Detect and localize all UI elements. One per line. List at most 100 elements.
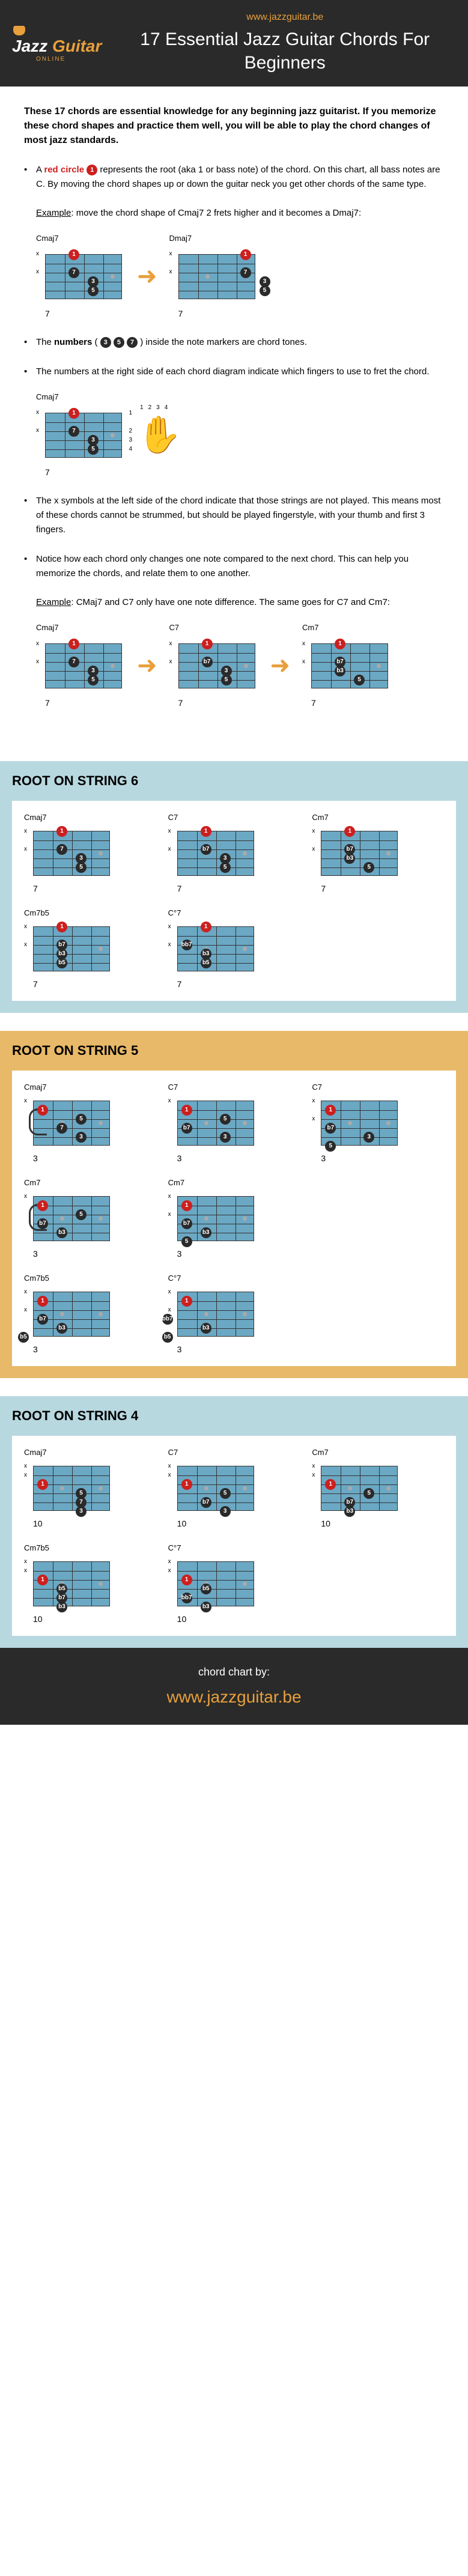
fret-number: 3 [33,1153,156,1163]
chord-diagram: xx1b7b357 [302,639,391,709]
note-marker: 5 [88,285,99,296]
chord-diagram: xx17357 [36,250,125,320]
note-marker: b7 [37,1314,48,1325]
chord-cmaj7-fingers: Cmaj7xx173512347 [36,391,125,479]
note-marker: b3 [344,1506,355,1517]
chord-name: Cm7 [312,813,444,822]
bullet-4: The x symbols at the left side of the ch… [24,494,444,537]
header-text: www.jazzguitar.be 17 Essential Jazz Guit… [114,12,456,74]
fret-number: 10 [33,1519,156,1528]
arrow-icon: ➜ [137,646,157,685]
note-marker: 1 [202,639,213,649]
fret-number: 10 [33,1614,156,1624]
note-marker: 3 [76,1132,87,1143]
chord-name: Cm7b5 [24,908,156,917]
fret-number: 10 [321,1519,444,1528]
chord-block: Cmaj7xx157310 [24,1448,156,1528]
note-marker: b3 [56,1323,67,1334]
fret-number: 3 [33,1249,156,1259]
chord-diagram: xx1b5bb7b310 [168,1557,300,1624]
chord-diagram: x15b733 [168,1096,300,1163]
section-root-6: ROOT ON STRING 6 Cmaj7xx17357C7xx1b7357C… [0,761,468,1013]
chord-diagram: xx1b7b3b53 [24,1287,156,1354]
note-marker: 1 [37,1296,48,1307]
footer-label: chord chart by: [18,1666,450,1678]
chord-name: Cm7 [168,1178,300,1187]
chord-block: Cm7b5xx1b7b3b57 [24,908,156,989]
note-marker: 5 [325,1141,336,1152]
chord-name: C°7 [168,1543,300,1552]
fret-number: 3 [33,1344,156,1354]
note-marker: 5 [363,862,374,873]
note-marker: b5 [201,958,211,968]
chord-name: C7 [168,1083,300,1092]
header-title: 17 Essential Jazz Guitar Chords For Begi… [114,28,456,74]
note-marker: b7 [202,657,213,667]
note-marker: 5 [220,1114,231,1125]
num-circle-icon: 3 [100,337,111,348]
note-marker: b5 [162,1332,173,1343]
content: These 17 chords are essential knowledge … [0,87,468,743]
note-marker: 5 [76,862,87,873]
bullet-1: A red circle 1 represents the root (aka … [24,163,444,320]
note-marker: b3 [344,853,355,864]
chord-name: Cm7 [302,622,391,634]
fret-number: 7 [177,979,300,989]
chord-diagram: xx1b7b353 [168,1192,300,1259]
chord-block: Cm7b5xx1b5b7b310 [24,1543,156,1624]
chord-name: C7 [168,813,300,822]
chord-grid-2: Cmaj7x15733C7x15b733C7xx1b7353Cm7x15b7b3… [24,1083,444,1354]
fret-number: 7 [45,466,125,479]
note-marker: 1 [240,249,251,260]
example-row-3: Cmaj7xx17357 ➜ C7xx1b7357 ➜ Cm7xx1b7b357 [36,622,444,709]
fret-number: 10 [177,1519,300,1528]
chord-block: C7 xx1b7353 [312,1083,444,1163]
note-marker: 7 [68,267,79,278]
chord-block: Cmaj7xx17357 [24,813,156,893]
fret-number: 7 [177,884,300,893]
note-marker: 1 [37,1575,48,1585]
intro-text: These 17 chords are essential knowledge … [24,105,444,148]
chord-name: C°7 [168,1274,300,1283]
chord-name: C7 [312,1083,444,1092]
section-title: ROOT ON STRING 5 [12,1043,456,1059]
note-marker: 3 [76,1506,87,1517]
chord-block: C°7xx1bb7b3b53 [168,1274,300,1354]
note-marker: b3 [56,1227,67,1238]
section-title: ROOT ON STRING 4 [12,1408,456,1424]
note-marker: 5 [76,1114,87,1125]
chord-diagram: xx15b7310 [168,1462,300,1528]
chord-block: C7 x15b733 [168,1083,300,1163]
note-marker: 1 [181,1200,192,1211]
chord-diagram: xx17357 [169,250,258,320]
note-marker: 5 [363,1488,374,1499]
fret-number: 7 [178,696,258,709]
chord-cmaj7: Cmaj7xx17357 [36,232,125,320]
fret-number: 7 [311,696,391,709]
chord-diagram: x15733 [24,1096,156,1163]
note-marker: 1 [37,1200,48,1211]
chord-block: C°7xx1bb7b3b57 [168,908,300,989]
note-marker: 5 [220,862,231,873]
note-marker: b7 [201,844,211,855]
logo-online: ONLINE [36,56,65,62]
logo-guitar: Guitar [52,37,102,55]
example-row-2: Cmaj7xx173512347 1234 ✋ [36,391,444,479]
note-marker: b3 [201,1227,211,1238]
note-marker: b3 [201,1323,211,1334]
chord-block: Cmaj7x15733 [24,1083,156,1163]
chord-cmaj7-b: Cmaj7xx17357 [36,622,125,709]
chord-diagram: xx1b7353 [312,1096,444,1163]
chord-name: Cmaj7 [24,1083,156,1092]
note-marker: 1 [181,1296,192,1307]
chord-block: Cm7xx15b7b310 [312,1448,444,1528]
chord-diagram: xx1b5b7b310 [24,1557,156,1624]
chord-block: C7xx1b7357 [168,813,300,893]
note-marker: 3 [220,1506,231,1517]
chord-name: C7 [168,1448,300,1457]
note-marker: 7 [56,1123,67,1134]
red-circle-icon: 1 [87,165,97,175]
note-marker: 1 [201,826,211,837]
header: Jazz Guitar ONLINE www.jazzguitar.be 17 … [0,0,468,87]
chord-name: Cmaj7 [36,622,125,634]
